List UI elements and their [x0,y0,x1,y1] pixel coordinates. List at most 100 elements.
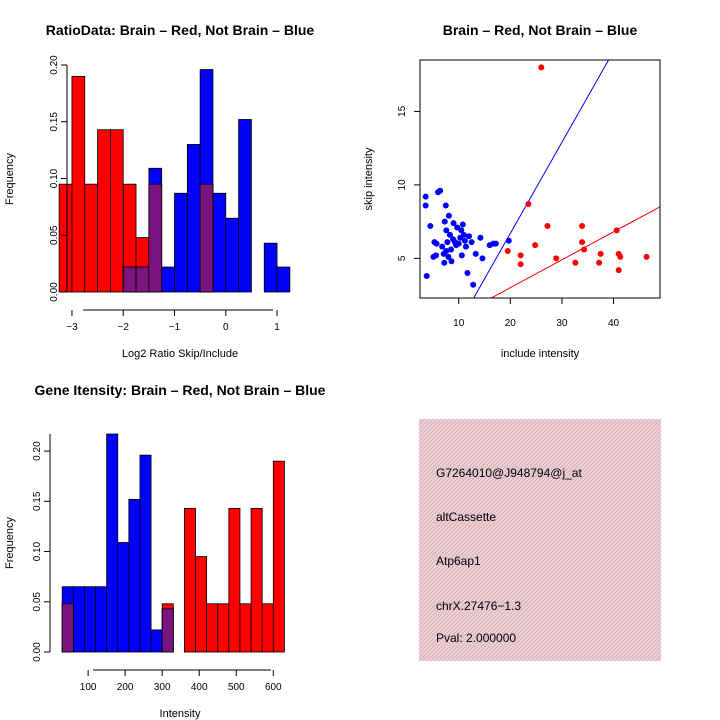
scatter-point-blue-19 [445,212,452,219]
ratio-ytick-label-3: 0.15 [49,112,60,132]
scatter-point-red-14 [613,227,620,234]
gene-ytick-label-4: 0.20 [32,441,43,461]
ratio-bar-overlap-11 [199,183,214,293]
probe-id: G7264010@J948794@j_at [436,466,582,480]
scatter-point-blue-18 [445,253,452,260]
scatter-point-red-7 [553,255,560,262]
ratio-bar-red-0 [58,183,73,293]
gene-bar-red-14 [217,603,230,653]
scatter-point-blue-33 [460,231,467,238]
ratio-bar-red-1 [71,75,86,293]
gene-bar-overlap-0 [61,603,74,653]
p-value: Pval: 2.000000 [436,631,516,645]
scatter-point-blue-17 [444,239,451,246]
ratio-xtick-label-3: 0 [223,322,229,333]
scatter-point-red-13 [597,250,604,257]
scatter-fit-lines [473,60,660,298]
gene-xtick-label-3: 400 [191,682,208,693]
scatter-xtick-label-0: 10 [453,318,465,329]
ratio-bar-red-4 [110,129,124,293]
scatter-point-red-3 [504,247,511,254]
ratio-ytick-label-2: 0.10 [49,168,60,188]
scatter-line-red [490,206,660,298]
gene-histogram: Gene Itensity: Brain – Red, Not Brain – … [4,382,326,720]
ratio-y-label: Frequency [4,153,16,205]
scatter-line-blue [473,60,610,298]
scatter-point-blue-6 [433,252,439,259]
scatter-point-red-4 [517,252,524,259]
ratio-bar-overlap-5 [122,266,137,293]
scatter-point-blue-22 [448,258,455,265]
gene-bar-red-19 [272,460,285,653]
scatter-xtick-label-3: 40 [608,318,620,329]
scatter-point-blue-24 [450,220,457,227]
intensity-scatter: Brain – Red, Not Brain – Blue 10 20 30 40 5… [363,22,661,360]
scatter-ytick-label-2: 15 [397,105,408,117]
gene-y-ticks: 0.00 0.05 0.10 0.15 0.20 [32,441,50,662]
scatter-point-red-2 [532,242,539,249]
ratio-xtick-label-2: −1 [169,322,181,333]
scatter-xtick-label-2: 30 [556,318,568,329]
ratio-x-ticks: −3 −2 −1 0 1 [66,310,280,333]
gene-y-label: Frequency [4,517,16,569]
gene-bar-overlap-9 [161,608,174,653]
scatter-point-red-17 [615,267,622,274]
gene-bar-blue-2 [84,586,96,653]
scatter-point-blue-14 [442,202,449,209]
gene-bar-blue-4 [106,433,119,653]
scatter-point-blue-39 [470,281,477,288]
gene-title: Gene Itensity: Brain – Red, Not Brain – … [35,382,326,398]
scatter-point-blue-40 [472,250,479,257]
scatter-point-blue-10 [439,243,446,250]
scatter-y-label: skip intensity [363,147,375,210]
scatter-point-blue-16 [443,247,450,254]
ratio-bar-blue-12 [212,192,227,293]
ratio-bar-blue-17 [276,266,291,293]
scatter-point-blue-21 [447,246,454,253]
scatter-point-blue-38 [468,239,475,246]
ratio-title: RatioData: Brain – Red, Not Brain – Blue [46,22,315,38]
event-type: altCassette [436,510,496,524]
scatter-point-blue-32 [459,221,466,228]
gene-ytick-label-2: 0.10 [32,541,43,561]
scatter-point-red-0 [538,64,545,71]
gene-bar-red-13 [206,603,219,653]
scatter-point-red-12 [596,259,603,266]
gene-bar-blue-8 [150,629,163,653]
ratio-bar-blue-10 [186,144,201,293]
gene-name: Atp6ap1 [436,554,481,568]
gene-xtick-label-4: 500 [228,682,245,693]
scatter-point-red-5 [517,261,524,268]
gene-xtick-label-0: 100 [80,682,97,693]
ratio-xtick-label-4: 1 [274,322,280,333]
scatter-point-red-11 [581,246,588,253]
gene-bar-blue-6 [128,498,141,653]
scatter-point-blue-36 [464,270,471,277]
scatter-xtick-label-1: 20 [505,318,517,329]
scatter-point-red-6 [544,223,551,230]
scatter-x-label: include intensity [501,348,580,360]
ratio-xtick-label-1: −2 [118,322,130,333]
ratio-histogram: RatioData: Brain – Red, Not Brain – Blue… [4,22,314,360]
gene-bar-red-18 [261,603,274,653]
gene-bar-red-17 [250,507,263,653]
gene-bar-blue-3 [95,586,108,653]
info-panel: G7264010@J948794@j_at altCassette Atp6ap… [419,419,661,661]
scatter-point-red-16 [617,253,624,260]
gene-x-ticks: 100 200 300 400 500 600 [80,670,282,693]
ratio-bar-blue-16 [263,242,278,293]
gene-bar-red-11 [184,507,196,653]
scatter-point-blue-20 [446,231,453,238]
scatter-point-blue-46 [505,237,512,244]
scatter-point-blue-2 [423,272,430,279]
scatter-point-blue-12 [441,259,448,266]
scatter-point-blue-41 [477,234,484,241]
scatter-point-blue-45 [492,240,499,247]
ratio-bar-blue-13 [225,217,239,293]
ratio-x-label: Log2 Ratio Skip/Include [122,348,238,360]
gene-x-label: Intensity [160,708,201,720]
scatter-point-blue-1 [422,202,429,209]
scatter-point-red-1 [525,200,532,207]
ratio-ytick-label-4: 0.20 [49,55,60,75]
